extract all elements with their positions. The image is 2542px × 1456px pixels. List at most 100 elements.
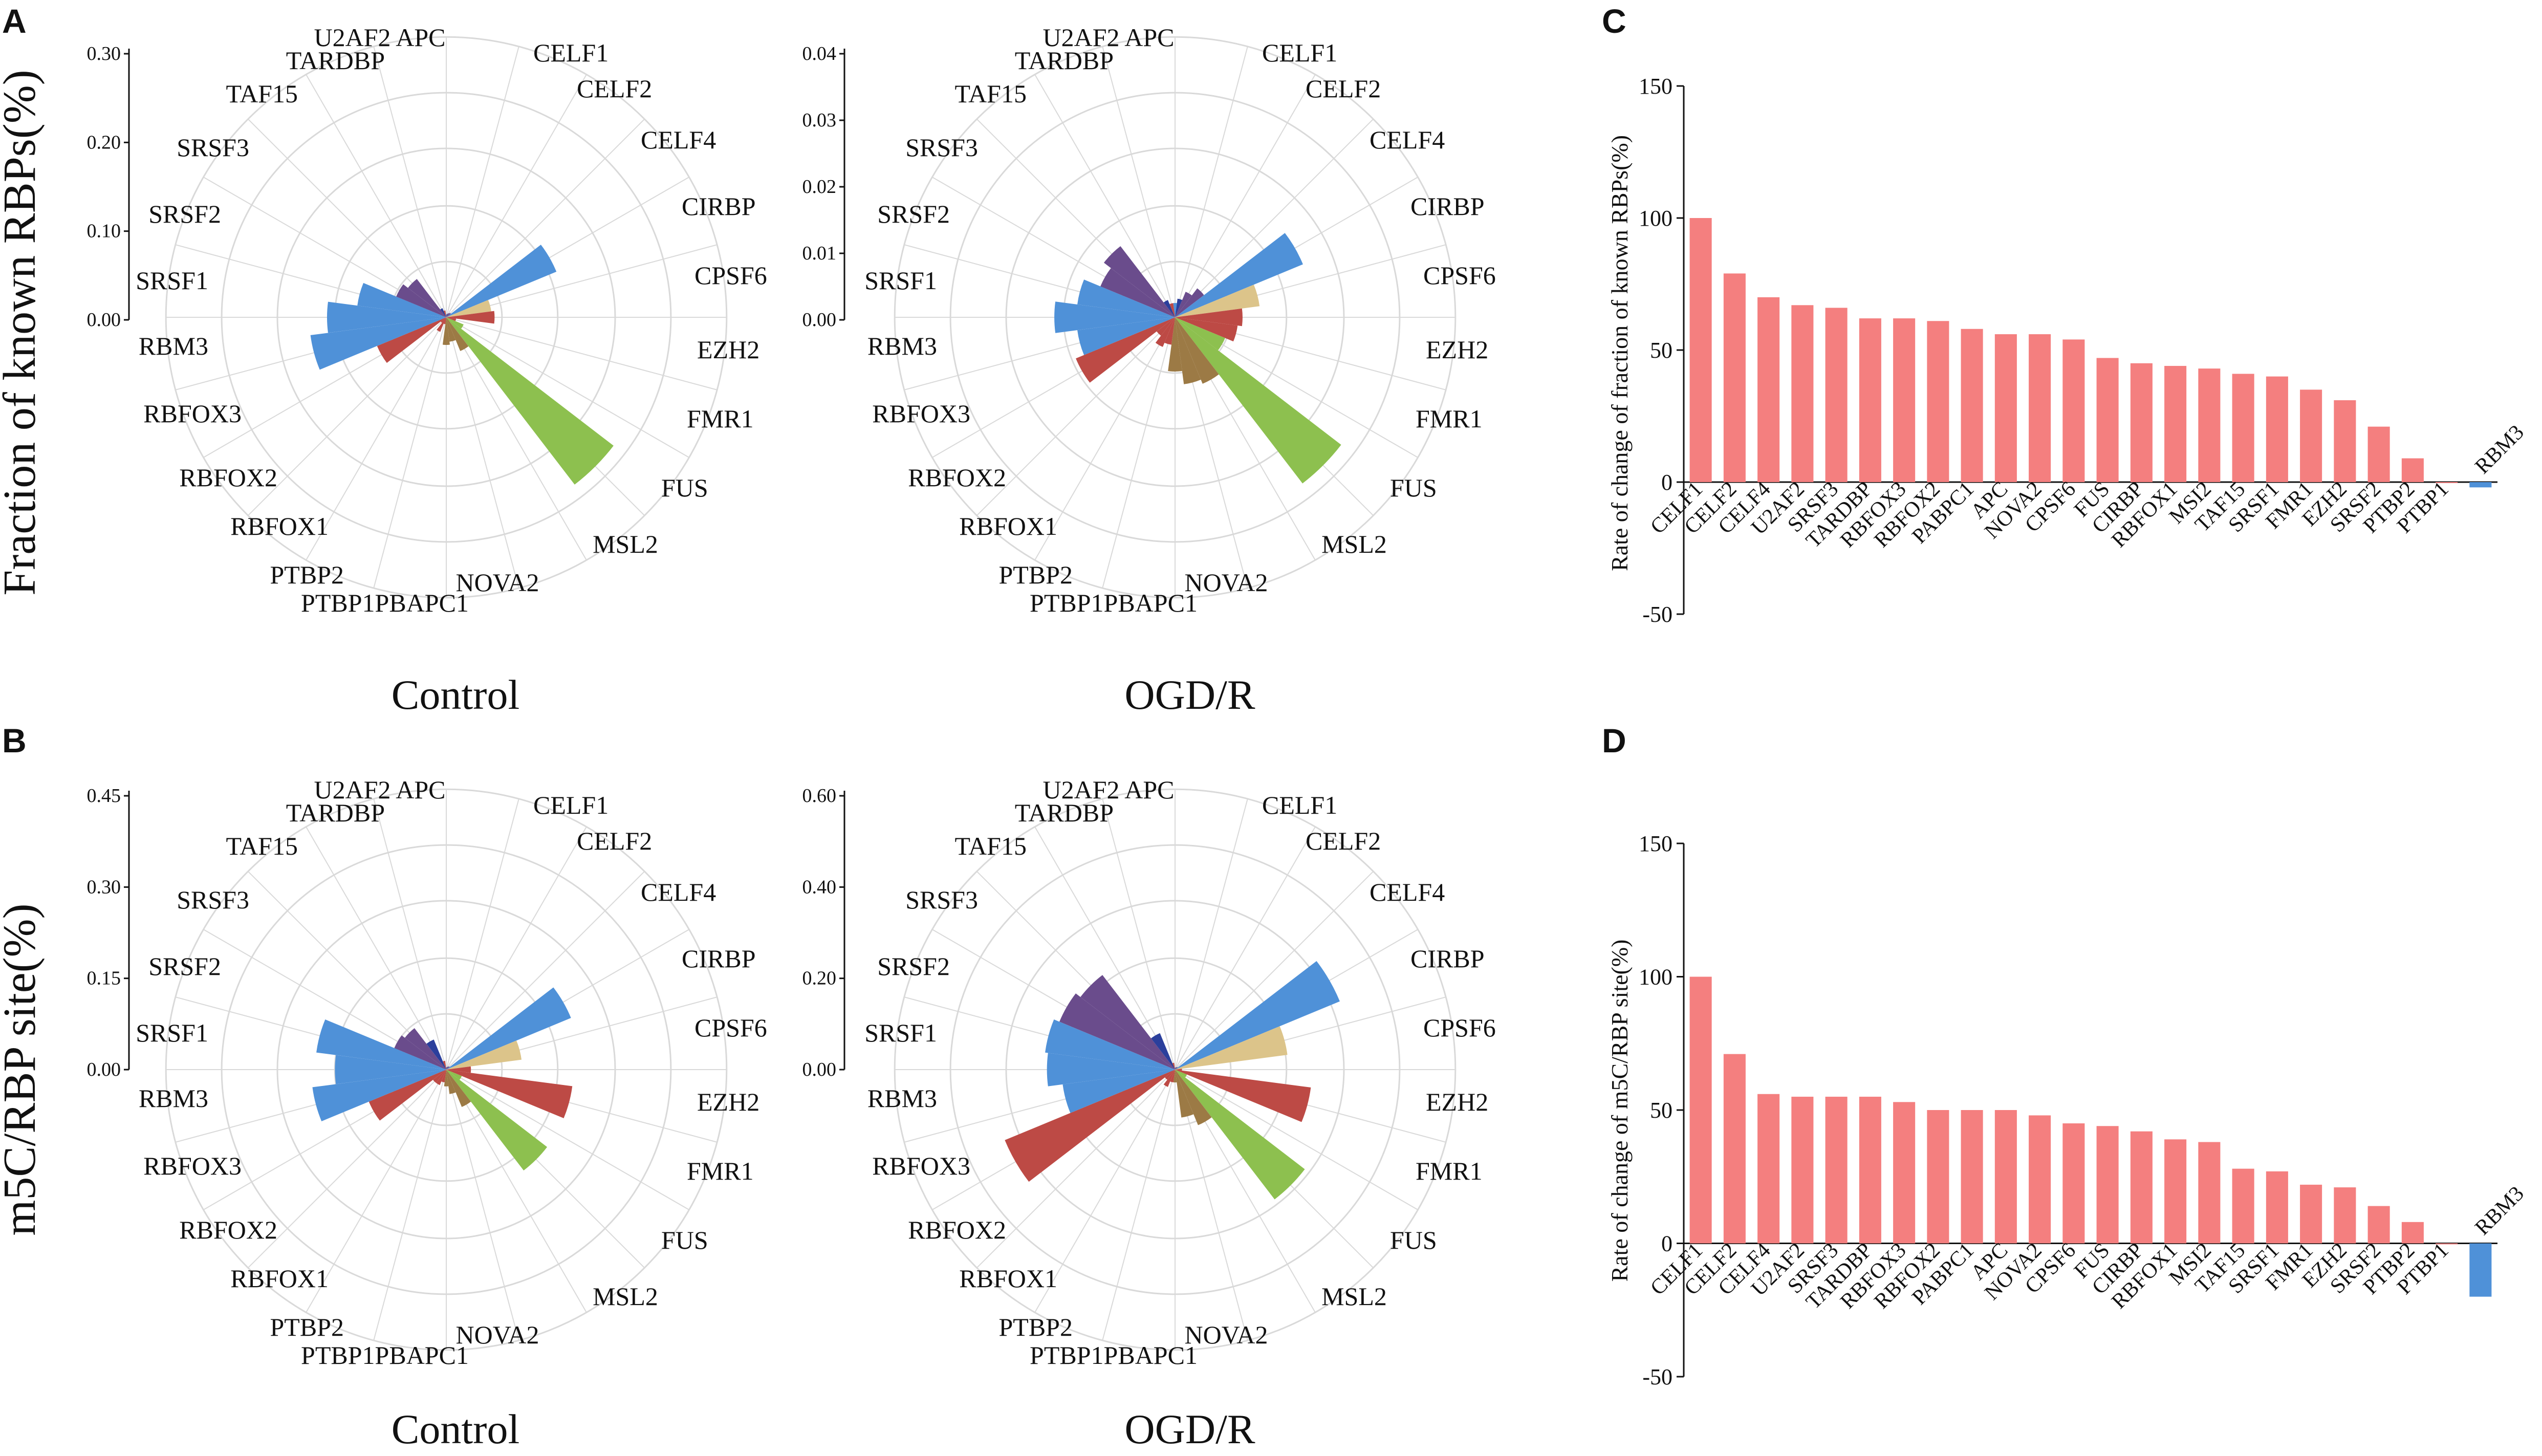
polar-category-label: RBFOX2 [908, 1215, 1006, 1244]
polar-category-label: TAF15 [955, 79, 1027, 108]
polar-wedge-srsf3 [1100, 268, 1175, 317]
polar-wedge-taf15 [408, 279, 446, 317]
bar-srsf1 [2266, 376, 2288, 482]
polar-wedge-ptbp2 [1164, 317, 1175, 345]
bar-celf1 [1689, 976, 1712, 1244]
bar-cpsf6 [2062, 1123, 2085, 1244]
polar-wedge-rbm3 [310, 317, 446, 370]
polar-category-label: SRSF3 [905, 885, 978, 914]
bar-ptbp2 [2401, 1222, 2424, 1244]
bar-celf4 [1757, 297, 1780, 482]
polar-spoke [1175, 827, 1316, 1070]
bar-msi2 [2198, 1142, 2221, 1244]
polar-wedge-srsf3 [1059, 993, 1175, 1070]
bar-srsf2 [2367, 426, 2390, 482]
polar-spoke [446, 1069, 689, 1210]
polar-category-label: U2AF2 APC [314, 775, 445, 804]
polar-spoke [306, 74, 447, 318]
polar-wedge-fus [446, 317, 464, 329]
polar-category-label: RBFOX3 [872, 1151, 970, 1180]
polar-wedge-fmr1 [446, 1070, 573, 1119]
polar-wedge-msl2 [1175, 1070, 1305, 1200]
polar-category-label: TARDBP [286, 798, 385, 827]
bar-y-tick-label: -50 [1642, 602, 1672, 627]
polar-wedge-nova2 [446, 317, 469, 351]
polar-spoke [373, 798, 447, 1070]
polar-spoke [1175, 46, 1248, 318]
polar-wedge-cpsf6 [1175, 285, 1260, 317]
polar-wedge-rbm3 [1077, 317, 1175, 355]
polar-category-label: PTBP1PBAPC1 [1030, 1341, 1198, 1370]
polar-wedge-srsf3 [394, 1035, 446, 1070]
polar-wedge-cpsf6 [1175, 1026, 1288, 1070]
polar-wedge-fus [446, 1070, 462, 1080]
polar-wedge-celf2 [446, 313, 449, 317]
polar-wedge-fmr1 [1175, 317, 1238, 342]
polar-wedge-taf15 [1103, 246, 1175, 317]
polar-wedge-celf1 [446, 1067, 447, 1070]
polar-wedge-srsf2 [316, 1019, 446, 1070]
polar-spoke [247, 317, 447, 516]
bar-ptbp1 [2436, 1243, 2458, 1245]
polar-category-label: SRSF2 [877, 952, 950, 981]
polar-wedge-tardbp [440, 308, 446, 317]
polar-category-label: CELF4 [641, 125, 716, 154]
polar-category-label: PTBP2 [270, 1313, 344, 1341]
polar-category-label: CPSF6 [1423, 1013, 1496, 1042]
bar-rbfox3 [1893, 318, 1916, 482]
bar-celf1 [1689, 218, 1712, 482]
polar-wedge-msl2 [446, 317, 614, 485]
polar-spoke [976, 317, 1176, 516]
polar-wedge-cirbp [446, 245, 557, 317]
polar-category-label: RBM3 [139, 1084, 208, 1113]
polar-spoke [446, 74, 587, 318]
polar-category-label: TARDBP [1015, 46, 1114, 75]
polar-wedge-rbfox1 [437, 317, 446, 332]
polar-spoke [446, 1069, 519, 1341]
polar-spoke [1034, 74, 1176, 318]
polar-title-a-ogdr: OGD/R [1124, 671, 1255, 718]
polar-category-label: FUS [661, 1226, 708, 1254]
polar-category-label: U2AF2 APC [314, 23, 445, 52]
polar-category-label: CPSF6 [1423, 261, 1496, 290]
polar-category-label: RBFOX2 [179, 1215, 277, 1244]
polar-category-label: RBFOX1 [230, 1264, 329, 1293]
polar-wedge-rbm3 [1062, 1070, 1175, 1113]
bar-u2af2 [1791, 305, 1814, 482]
polar-category-label: PTBP2 [270, 560, 344, 589]
bar-cirbp [2130, 1131, 2153, 1244]
polar-spoke [1175, 118, 1374, 318]
bar-srsf2 [2367, 1206, 2390, 1244]
polar-category-label: NOVA2 [456, 568, 539, 597]
polar-category-label: EZH2 [1426, 1088, 1488, 1116]
polar-spoke [446, 1069, 587, 1313]
polar-tick-label: 0.04 [802, 43, 837, 64]
polar-category-label: CELF2 [1306, 74, 1381, 103]
polar-wedge-nova2 [1175, 317, 1219, 384]
polar-spoke [306, 317, 447, 560]
polar-category-label: CELF2 [577, 74, 652, 103]
bar-ezh2 [2334, 400, 2356, 482]
polar-tick-label: 0.00 [87, 309, 121, 331]
bar-ezh2 [2334, 1187, 2356, 1244]
polar-category-label: PTBP1PBAPC1 [1030, 589, 1198, 617]
bar-fus [2096, 358, 2119, 482]
polar-tick-label: 0.40 [802, 876, 837, 898]
polar-wedge-ptbp1 [1173, 1070, 1177, 1083]
polar-category-label: SRSF2 [148, 952, 221, 981]
bar-ptbp2 [2401, 458, 2424, 482]
bar-msi2 [2198, 368, 2221, 482]
polar-category-label: EZH2 [1426, 335, 1488, 364]
polar-category-label: MSL2 [593, 1282, 658, 1311]
panel-b-ylabel: m5C/RBP site(%) [0, 903, 45, 1235]
polar-spoke [446, 798, 519, 1070]
polar-wedge-srsf1 [1054, 301, 1175, 333]
polar-category-label: SRSF3 [177, 885, 249, 914]
polar-tick-label: 0.60 [802, 785, 837, 807]
bar-apc [1994, 334, 2017, 482]
polar-category-label: TARDBP [286, 46, 385, 75]
polar-spoke [373, 317, 447, 589]
polar-wedge-apc [1173, 303, 1177, 317]
polar-wedge-ptbp1 [1168, 317, 1182, 372]
